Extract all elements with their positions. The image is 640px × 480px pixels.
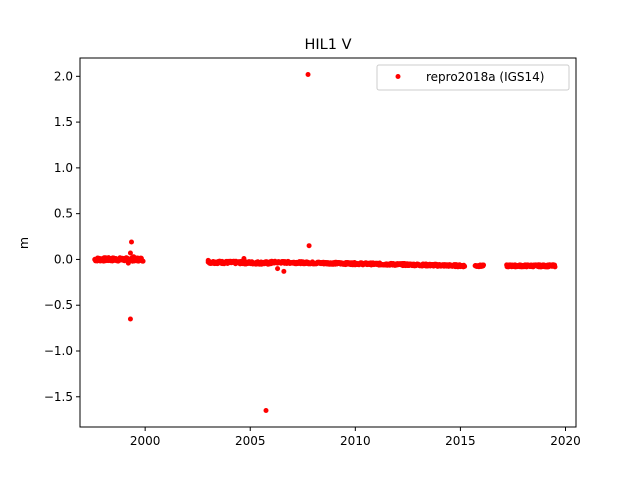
x-axis: 2000 2005 2010 2015 2020 (130, 427, 581, 448)
data-point (263, 408, 269, 414)
legend-marker (395, 74, 401, 79)
x-tick-label: 2020 (550, 434, 581, 448)
x-tick-label: 2010 (340, 434, 371, 448)
data-point (462, 263, 468, 269)
data-point (305, 71, 311, 77)
data-point (306, 243, 312, 249)
data-point (205, 257, 211, 263)
data-point (481, 262, 487, 268)
data-point (275, 266, 281, 272)
y-axis-label: m (16, 237, 31, 249)
data-point (241, 256, 247, 262)
data-point (125, 260, 131, 266)
legend-box (376, 64, 570, 91)
chart-title: HIL1 V (304, 37, 351, 53)
y-tick-label: 1.5 (54, 115, 73, 129)
data-point (131, 254, 137, 260)
y-tick-label: −0.5 (44, 298, 73, 312)
legend: repro2018a (IGS14) (376, 64, 570, 91)
y-tick-label: 2.0 (54, 69, 73, 83)
x-tick-label: 2000 (130, 434, 161, 448)
y-tick-label: 1.0 (54, 161, 73, 175)
y-axis: −1.5 −1.0 −0.5 0.0 0.5 1.0 1.5 2.0 (44, 69, 80, 404)
data-point (128, 239, 134, 245)
y-tick-label: 0.5 (54, 207, 73, 221)
data-points (92, 71, 558, 414)
plot-frame (79, 57, 577, 428)
legend-label: repro2018a (IGS14) (426, 70, 544, 84)
data-point (281, 268, 287, 274)
data-point (127, 316, 133, 322)
y-tick-label: −1.0 (44, 344, 73, 358)
x-tick-label: 2015 (445, 434, 476, 448)
y-tick-label: 0.0 (54, 252, 73, 266)
y-tick-label: −1.5 (44, 390, 73, 404)
data-point (552, 264, 558, 270)
data-point (127, 250, 133, 256)
data-point (140, 258, 146, 264)
x-tick-label: 2005 (235, 434, 266, 448)
